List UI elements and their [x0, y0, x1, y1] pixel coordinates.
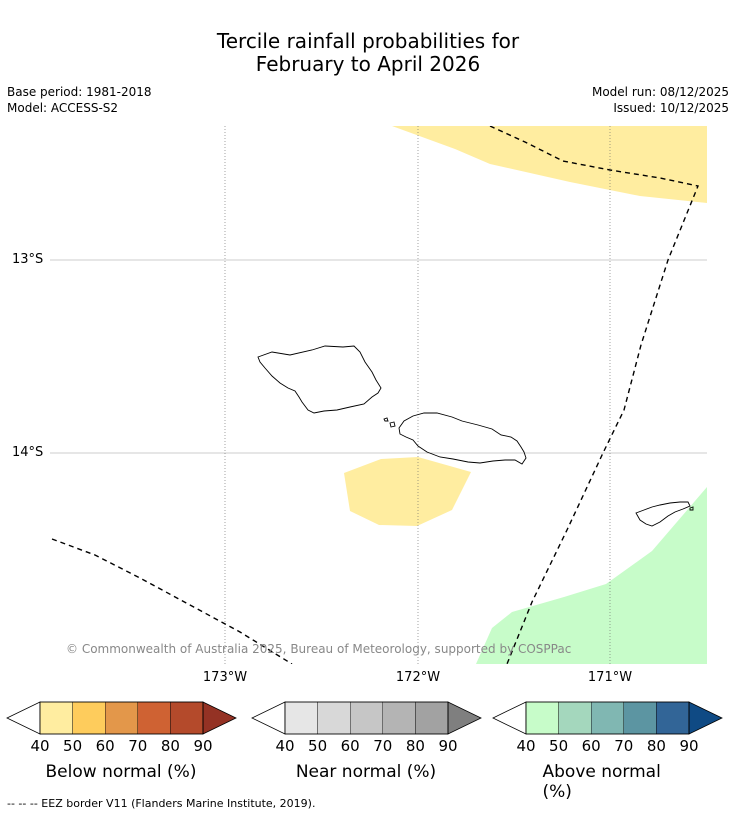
near-tick-label: 40	[275, 737, 294, 755]
issued-date: Issued: 10/12/2025	[613, 101, 729, 115]
near-tick-label: 90	[438, 737, 457, 755]
below-tick-label: 60	[96, 737, 115, 755]
near-tick-label: 50	[308, 737, 327, 755]
above-swatch	[591, 701, 625, 735]
near-tick-label: 70	[373, 737, 392, 755]
below-swatch	[104, 701, 138, 735]
below-tick-label: 80	[161, 737, 180, 755]
above-normal-region	[476, 487, 707, 664]
lat-label-13s: 13°S	[12, 252, 44, 267]
above-tick-label: 50	[549, 737, 568, 755]
near-outline	[284, 701, 449, 735]
aunuu-islet	[689, 506, 694, 511]
below-normal-region-north	[392, 126, 707, 203]
manono-islet	[383, 417, 389, 422]
above-swatch	[623, 701, 657, 735]
above-swatch	[558, 701, 592, 735]
eez-footnote: -- -- -- EEZ border V11 (Flanders Marine…	[7, 797, 316, 810]
above-swatch	[525, 701, 559, 735]
near-swatch	[382, 701, 416, 735]
above-swatch	[656, 701, 690, 735]
below-outline	[39, 701, 204, 735]
model-run: Model run: 08/12/2025	[591, 85, 729, 99]
below-extend-high	[202, 701, 237, 735]
model-name: Model: ACCESS-S2	[7, 101, 119, 115]
upolu-island	[398, 412, 527, 465]
above-outline	[525, 701, 690, 735]
meta-left: Base period: 1981-2018 Model: ACCESS-S2	[7, 84, 152, 116]
below-normal-region-south	[344, 457, 471, 526]
above-normal-title: Above normal (%)	[542, 762, 661, 802]
near-tick-label: 60	[341, 737, 360, 755]
below-normal-title: Below normal (%)	[45, 762, 197, 782]
eez-border-east	[489, 126, 699, 664]
title-line-2: February to April 2026	[255, 52, 481, 76]
above-tick-label: 70	[614, 737, 633, 755]
above-tick-label: 40	[516, 737, 535, 755]
copyright-notice: © Commonwealth of Australia 2025, Bureau…	[66, 642, 572, 656]
lat-label-14s: 14°S	[12, 445, 44, 460]
above-extend-low	[492, 701, 527, 735]
tutuila-island	[635, 501, 691, 527]
above-tick-label: 90	[679, 737, 698, 755]
colorbar-near: 40 50 60 70 80 90	[251, 701, 482, 755]
near-swatch	[415, 701, 449, 735]
meta-right: Model run: 08/12/2025 Issued: 10/12/2025	[592, 84, 729, 116]
above-tick-label: 80	[647, 737, 666, 755]
map-title: Tercile rainfall probabilities for Febru…	[0, 30, 736, 76]
savaii-island	[257, 345, 382, 414]
apolima-islet	[389, 421, 396, 428]
near-swatch	[284, 701, 318, 735]
colorbar-above: 40 50 60 70 80 90	[492, 701, 723, 755]
base-period: Base period: 1981-2018	[7, 85, 152, 99]
above-tick-label: 60	[582, 737, 601, 755]
eez-border-west	[51, 538, 293, 664]
below-tick-label: 50	[63, 737, 82, 755]
near-swatch	[317, 701, 351, 735]
below-swatch	[137, 701, 171, 735]
above-extend-high	[688, 701, 723, 735]
near-extend-low	[251, 701, 286, 735]
near-swatch	[350, 701, 384, 735]
colorbar-below: 40 50 60 70 80 90	[6, 701, 237, 755]
near-extend-high	[447, 701, 482, 735]
lon-label-171w: 171°W	[587, 670, 633, 685]
near-normal-title: Near normal (%)	[295, 762, 437, 782]
below-swatch	[170, 701, 204, 735]
near-tick-label: 80	[406, 737, 425, 755]
below-extend-low	[6, 701, 41, 735]
title-line-1: Tercile rainfall probabilities for	[216, 29, 520, 53]
below-tick-label: 90	[193, 737, 212, 755]
below-tick-label: 70	[128, 737, 147, 755]
below-tick-label: 40	[30, 737, 49, 755]
lon-label-173w: 173°W	[202, 670, 248, 685]
lon-label-172w: 172°W	[395, 670, 441, 685]
below-swatch	[39, 701, 73, 735]
below-swatch	[72, 701, 106, 735]
